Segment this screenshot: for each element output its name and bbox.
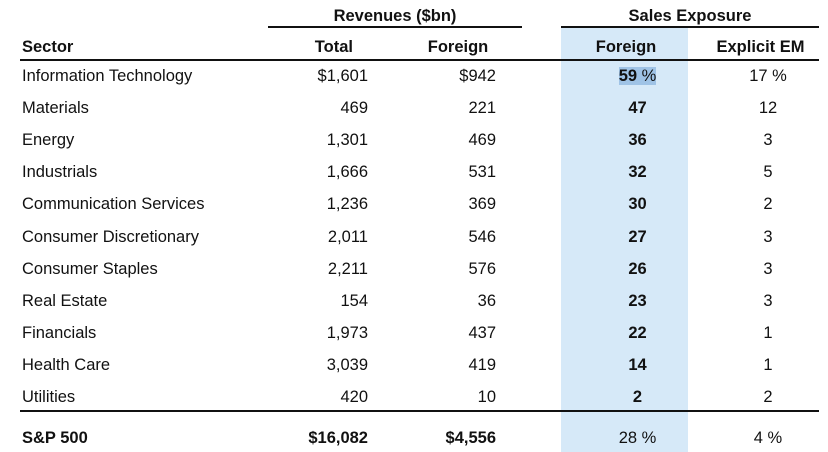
- foreign-exposure-cell: 14: [575, 355, 700, 375]
- total-revenue-cell: 154: [340, 292, 368, 310]
- foreign-exposure-value: 23: [628, 292, 647, 310]
- explicit-em-cell: 1: [763, 356, 773, 374]
- foreign-exposure-cell: 23: [575, 291, 700, 311]
- explicit-em-cell: 3: [763, 131, 773, 149]
- foreign-exposure-cell: 30: [575, 194, 700, 214]
- explicit-em-cell: 17 %: [749, 67, 787, 85]
- foreign-exposure-cell: 2: [575, 387, 700, 407]
- foreign-revenue-cell: 369: [468, 195, 496, 213]
- total-revenue-cell: 3,039: [326, 356, 368, 374]
- explicit-em-cell: 3: [763, 228, 773, 246]
- sales-exposure-group-rule: [561, 26, 819, 28]
- header-total: Total: [314, 38, 353, 56]
- sales-exposure-group-header: Sales Exposure: [628, 7, 752, 25]
- sector-cell: Industrials: [22, 163, 98, 181]
- foreign-exposure-value: 2: [632, 388, 643, 406]
- total-revenue-cell: $1,601: [317, 67, 368, 85]
- foreign-exposure-unit: %: [637, 67, 657, 85]
- foreign-exposure-cell: 32: [575, 162, 700, 182]
- foreign-exposure-value: 47: [628, 99, 647, 117]
- foreign-revenue-cell: 469: [468, 131, 496, 149]
- foreign-exposure-value: 59: [618, 67, 638, 85]
- foreign-exposure-cell: 47: [575, 98, 700, 118]
- foreign-revenue-cell: 419: [468, 356, 496, 374]
- sector-cell: Consumer Staples: [22, 260, 158, 278]
- explicit-em-cell: 1: [763, 324, 773, 342]
- foreign-exposure-cell: 26: [575, 259, 700, 279]
- sector-cell: Energy: [22, 131, 75, 149]
- sector-cell: Materials: [22, 99, 89, 117]
- foreign-revenue-cell: 10: [477, 388, 496, 406]
- foreign-exposure-value: 36: [628, 131, 647, 149]
- foreign-revenue-cell: 531: [468, 163, 496, 181]
- total-explicit-em: 4 %: [753, 429, 783, 447]
- explicit-em-cell: 5: [763, 163, 773, 181]
- sector-cell: Information Technology: [22, 67, 193, 85]
- revenues-group-rule: [268, 26, 522, 28]
- total-revenue-cell: 2,011: [327, 228, 368, 246]
- header-foreign-exposure: Foreign: [595, 38, 657, 56]
- header-foreign-revenue: Foreign: [427, 38, 489, 56]
- foreign-exposure-cell: 27: [575, 227, 700, 247]
- header-rule: [20, 59, 819, 61]
- foreign-exposure-value: 30: [628, 195, 647, 213]
- foreign-exposure-value: 26: [628, 260, 647, 278]
- foreign-exposure-cell: 22: [575, 323, 700, 343]
- total-revenue-cell: 2,211: [327, 260, 368, 278]
- header-sector: Sector: [22, 38, 74, 56]
- foreign-revenue-cell: 576: [468, 260, 496, 278]
- total-sector: S&P 500: [22, 429, 88, 447]
- sector-cell: Real Estate: [22, 292, 108, 310]
- explicit-em-cell: 2: [763, 195, 773, 213]
- foreign-exposure-value: 14: [628, 356, 647, 374]
- foreign-revenue-cell: 546: [468, 228, 496, 246]
- sector-cell: Financials: [22, 324, 97, 342]
- total-revenue-cell: 1,236: [326, 195, 368, 213]
- foreign-revenue-cell: 437: [468, 324, 496, 342]
- header-explicit-em: Explicit EM: [716, 38, 805, 56]
- foreign-exposure-value: 22: [628, 324, 647, 342]
- total-revenue-cell: 420: [340, 388, 368, 406]
- foreign-revenue-cell: 221: [468, 99, 496, 117]
- sector-cell: Health Care: [22, 356, 111, 374]
- total-revenue-cell: 1,301: [326, 131, 368, 149]
- sector-cell: Utilities: [22, 388, 76, 406]
- foreign-exposure-value: 32: [628, 163, 647, 181]
- foreign-exposure-cell: 59 %: [575, 66, 700, 86]
- foreign-exposure-value: 27: [628, 228, 647, 246]
- total-rule: [20, 410, 819, 412]
- foreign-revenue-cell: $942: [459, 67, 496, 85]
- total-foreign-exposure: 28 %: [618, 429, 657, 447]
- revenues-group-header: Revenues ($bn): [333, 7, 457, 25]
- total-revenue-cell: 1,973: [326, 324, 368, 342]
- total-revenue: $16,082: [308, 429, 368, 447]
- total-revenue-cell: 469: [340, 99, 368, 117]
- total-foreign-revenue: $4,556: [445, 429, 496, 447]
- explicit-em-cell: 3: [763, 292, 773, 310]
- explicit-em-cell: 12: [758, 99, 778, 117]
- foreign-exposure-column-highlight: [561, 28, 688, 452]
- explicit-em-cell: 3: [763, 260, 773, 278]
- sector-cell: Communication Services: [22, 195, 205, 213]
- foreign-revenue-cell: 36: [477, 292, 496, 310]
- total-revenue-cell: 1,666: [326, 163, 368, 181]
- sector-cell: Consumer Discretionary: [22, 228, 199, 246]
- explicit-em-cell: 2: [763, 388, 773, 406]
- foreign-exposure-cell: 36: [575, 130, 700, 150]
